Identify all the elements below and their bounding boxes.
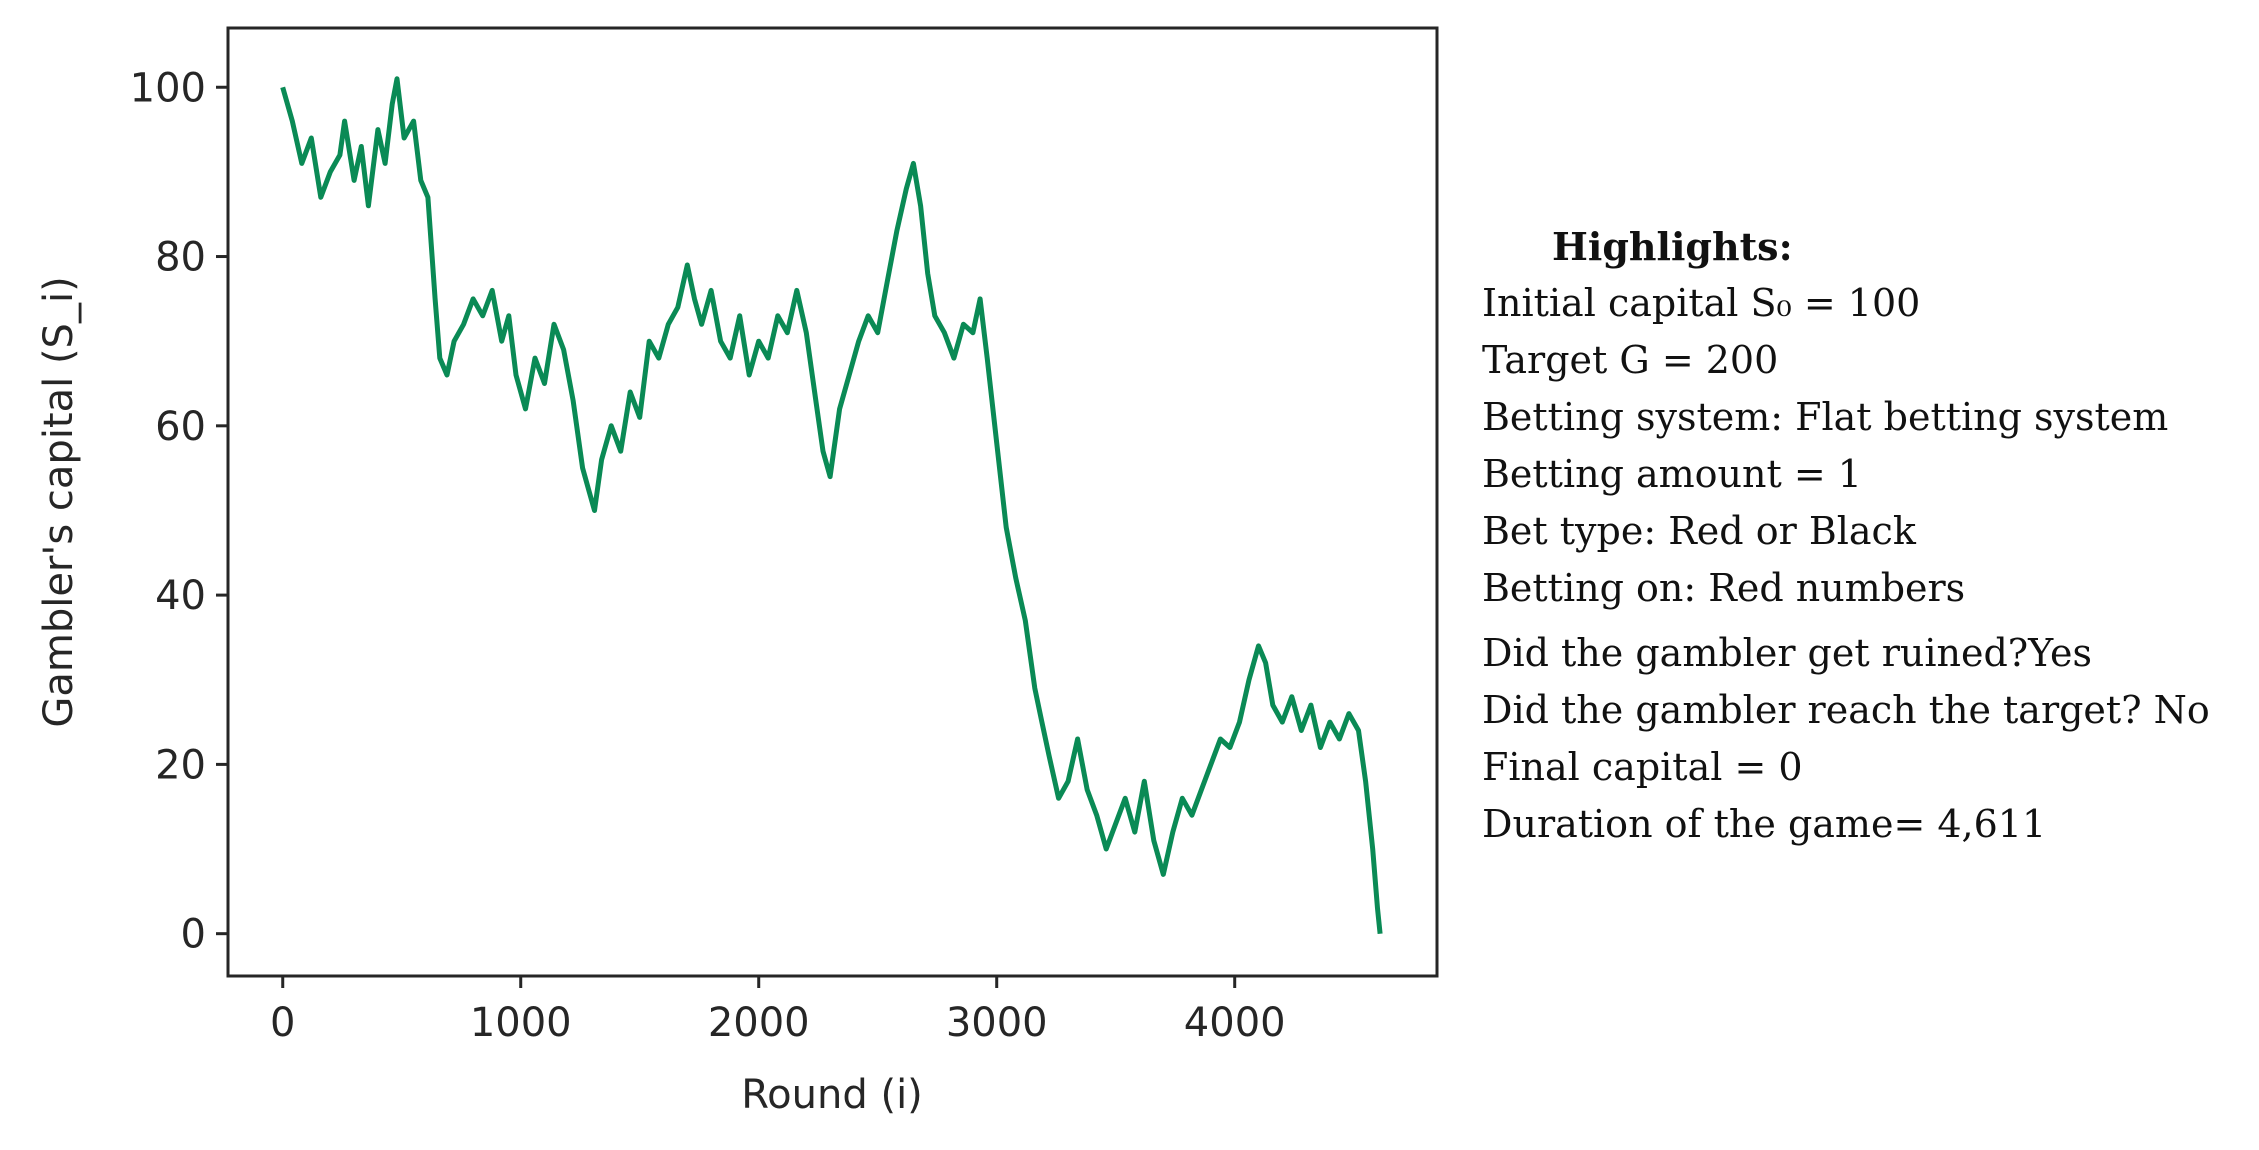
y-axis-ticks: 0 20 40 60 80 100 (130, 65, 228, 958)
x-tick-label: 4000 (1184, 1000, 1286, 1046)
plot-area (226, 26, 1439, 978)
highlights-title-row: Highlights: (1482, 218, 2252, 275)
y-tick-label: 40 (155, 573, 206, 619)
x-axis-ticks: 0 1000 2000 3000 4000 (270, 976, 1286, 1046)
highlight-line: Betting on: Red numbers (1482, 566, 1966, 610)
highlight-line: Final capital = 0 (1482, 745, 1803, 789)
highlight-line: Betting amount = 1 (1482, 452, 1862, 496)
x-tick-label: 3000 (946, 1000, 1048, 1046)
series-line (280, 76, 1383, 934)
highlight-line: Initial capital S₀ = 100 (1482, 281, 1921, 325)
x-tick-label: 0 (270, 1000, 295, 1046)
y-tick-label: 0 (181, 912, 206, 958)
x-axis-label: Round (i) (741, 1072, 923, 1118)
y-tick-label: 100 (130, 65, 206, 111)
highlight-line: Bet type: Red or Black (1482, 509, 1916, 553)
highlight-line: Did the gambler reach the target? No (1482, 688, 2210, 732)
y-tick-label: 60 (155, 404, 206, 450)
highlights-panel: Highlights: Initial capital S₀ = 100 Tar… (1482, 218, 2252, 853)
chart: 0 1000 2000 3000 4000 0 20 40 60 80 100 Round (i)… (36, 26, 1439, 1118)
highlight-line: Target G = 200 (1482, 338, 1779, 382)
highlight-line: Betting system: Flat betting system (1482, 395, 2169, 439)
x-tick-label: 2000 (708, 1000, 810, 1046)
highlight-line: Did the gambler get ruined?Yes (1482, 631, 2092, 675)
highlights-title: Highlights (1552, 224, 1779, 269)
x-tick-label: 1000 (470, 1000, 572, 1046)
highlights-title-colon: : (1778, 224, 1793, 269)
y-tick-label: 20 (155, 742, 206, 788)
y-axis-label: Gambler's capital (S_i) (36, 276, 82, 727)
highlight-line: Duration of the game= 4,611 (1482, 802, 2047, 846)
y-tick-label: 80 (155, 235, 206, 281)
